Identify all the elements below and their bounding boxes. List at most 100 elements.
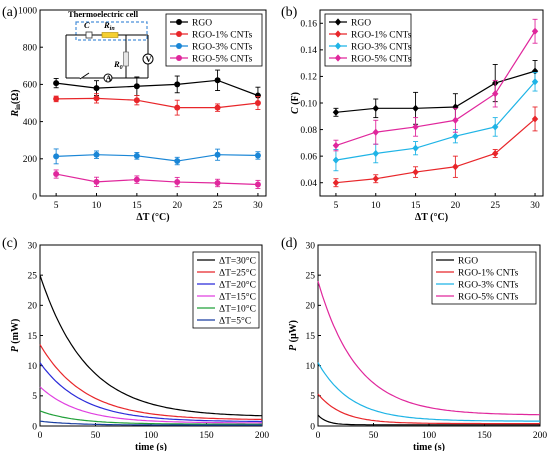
- y-tick-label: 0.12: [300, 73, 317, 83]
- chart-panel-d: 0 50 100 150 200 0 5 10 15 20 25 30 time (s) P (μW) RG…: [288, 241, 547, 451]
- data-point: [53, 153, 60, 160]
- data-point: [174, 104, 181, 111]
- decay-curve: [39, 275, 262, 417]
- legend-marker: [176, 43, 182, 49]
- legend-marker: [176, 19, 182, 25]
- decay-curve: [39, 362, 262, 423]
- y-tick-label: 0: [310, 422, 315, 432]
- y-axis-label: P (μW): [288, 320, 299, 351]
- x-tick-label: 5: [334, 201, 339, 211]
- y-tick-label: 200: [23, 155, 38, 165]
- data-point: [531, 115, 539, 123]
- data-point: [174, 179, 181, 186]
- inset-label-c: C: [84, 20, 90, 30]
- legend-marker: [334, 18, 342, 26]
- x-tick-label: 200: [533, 431, 548, 441]
- data-point: [133, 83, 140, 90]
- x-tick-label: 20: [172, 201, 182, 211]
- inset-resistor-rin-icon: [101, 32, 119, 38]
- y-tick-label: 25: [306, 271, 316, 281]
- data-point: [372, 104, 379, 112]
- circuit-inset: Thermoelectric cell C Rin A R0 V: [65, 9, 154, 83]
- legend-entry: RGO-1% CNTs: [351, 30, 412, 40]
- x-tick-label: 100: [144, 431, 159, 441]
- series-line: [56, 97, 258, 109]
- data-point: [412, 144, 419, 152]
- data-point: [254, 100, 261, 106]
- x-tick-label: 5: [54, 201, 59, 211]
- y-tick-label: 20: [306, 302, 316, 312]
- legend-entry: ΔT=30°C: [219, 255, 256, 266]
- inset-capacitor-icon: [85, 31, 93, 39]
- data-point: [531, 67, 539, 75]
- panel-label-a: (a): [2, 5, 18, 20]
- x-tick-label: 200: [255, 431, 270, 441]
- y-axis-label: P (mW): [10, 319, 21, 353]
- y-axis-label: C (F): [290, 92, 301, 114]
- data-point: [133, 97, 140, 104]
- chart-panel-a: 5 10 15 20 25 30 0 200 400 600 800 1000 ΔT (°C) Rin(Ω…: [10, 6, 267, 223]
- x-tick-label: 50: [91, 431, 101, 441]
- x-tick-label: 150: [477, 431, 492, 441]
- y-tick-label: 400: [23, 118, 38, 128]
- y-tick-label: 20: [28, 302, 38, 312]
- data-point: [332, 141, 340, 150]
- y-tick-label: 25: [28, 271, 38, 281]
- x-tick-label: 20: [451, 201, 461, 211]
- data-point: [254, 152, 261, 159]
- series-line: [56, 154, 258, 162]
- inset-title: Thermoelectric cell: [68, 9, 139, 19]
- data-point: [254, 92, 261, 99]
- inset-label-rin: Rin: [103, 20, 115, 32]
- series-line: [335, 118, 536, 184]
- legend-entry: RGO-3% CNTs: [458, 280, 519, 290]
- data-point: [214, 77, 221, 84]
- decay-curve: [317, 414, 540, 426]
- inset-dashed-box: [75, 21, 148, 41]
- legend-entry: RGO-5% CNTs: [192, 54, 253, 64]
- legend-entry: RGO-3% CNTs: [351, 42, 412, 52]
- data-point: [214, 104, 221, 111]
- decay-curve: [39, 344, 263, 421]
- data-point: [214, 179, 221, 186]
- decay-curve: [39, 386, 262, 424]
- y-tick-label: 0.16: [300, 20, 317, 30]
- legend-box: [165, 13, 263, 67]
- legend-entry: RGO-1% CNTs: [192, 30, 253, 40]
- y-tick-label: 0.14: [300, 46, 317, 56]
- y-tick-label: 0.06: [300, 152, 317, 162]
- legend-entry: ΔT=15°C: [219, 291, 256, 302]
- legend-entry: RGO: [458, 256, 478, 266]
- inset-switch-icon: [79, 70, 89, 80]
- legend-entry: ΔT=20°C: [219, 279, 256, 290]
- x-tick-label: 10: [92, 201, 102, 211]
- panel-label-b: (b): [281, 5, 298, 20]
- y-tick-label: 15: [28, 332, 38, 342]
- y-tick-label: 5: [310, 392, 315, 402]
- y-tick-label: 1000: [18, 6, 37, 16]
- data-point: [174, 158, 181, 165]
- data-point: [492, 123, 499, 131]
- y-tick-label: 0: [32, 192, 37, 202]
- legend-entry: RGO: [192, 18, 212, 28]
- data-point: [254, 181, 261, 188]
- decay-curve: [39, 410, 262, 425]
- x-axis-label: ΔT (°C): [415, 212, 448, 223]
- legend-entry: RGO: [351, 18, 371, 28]
- series-line: [56, 173, 258, 186]
- data-point: [412, 168, 419, 176]
- legend-marker: [176, 31, 182, 37]
- y-axis-label: Rin(Ω): [10, 89, 22, 117]
- decay-curve: [317, 362, 540, 422]
- data-point: [492, 149, 499, 158]
- x-tick-label: 10: [371, 201, 381, 211]
- legend-marker: [334, 30, 342, 38]
- data-point: [372, 128, 379, 136]
- data-point: [531, 78, 539, 86]
- data-point: [214, 151, 221, 158]
- data-point: [531, 27, 539, 35]
- x-tick-label: 150: [199, 431, 214, 441]
- legend-entry: RGO-1% CNTs: [458, 268, 519, 278]
- data-point: [452, 116, 459, 124]
